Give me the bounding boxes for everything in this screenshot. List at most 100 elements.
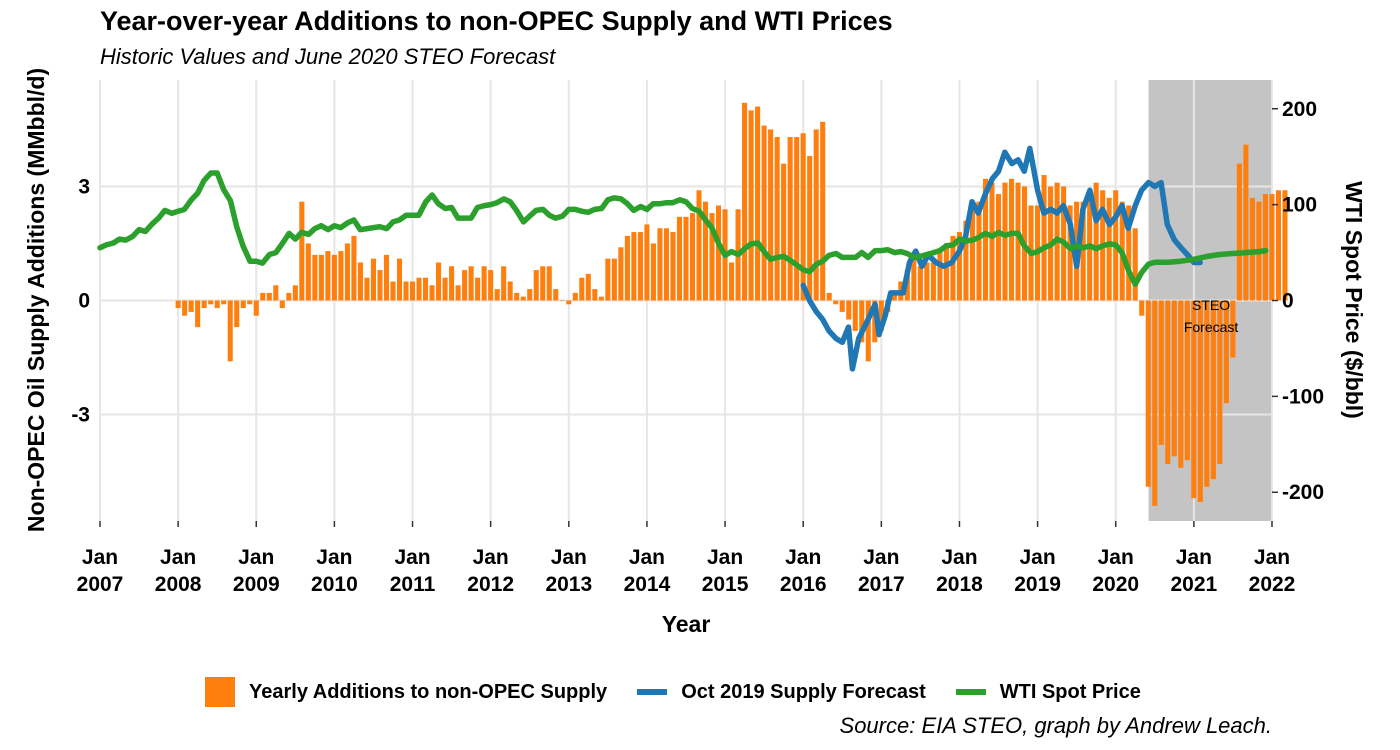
bar-supply-addition	[781, 163, 787, 301]
bar-supply-addition	[820, 121, 826, 301]
bar-supply-addition	[279, 300, 285, 309]
x-tick-label-year: 2010	[311, 573, 358, 596]
bar-supply-addition	[592, 289, 598, 301]
line-wti-price	[97, 170, 1269, 287]
bar-supply-addition	[429, 285, 435, 301]
bar-supply-addition	[826, 292, 832, 301]
bar-supply-addition	[253, 300, 259, 316]
bar-supply-addition	[377, 270, 383, 301]
forecast-label: STEO	[1192, 297, 1230, 313]
bar-supply-addition	[488, 270, 494, 301]
bar-supply-addition	[266, 292, 272, 301]
bar-supply-addition	[742, 102, 748, 301]
bar-supply-addition	[292, 285, 298, 301]
bar-supply-addition	[1015, 182, 1021, 301]
bar-supply-addition	[1080, 201, 1086, 301]
bar-supply-addition	[800, 133, 806, 301]
bar-supply-addition	[709, 213, 715, 301]
x-tick-label-month: Jan	[863, 546, 899, 569]
y-left-tick-label: 3	[78, 175, 90, 198]
bar-supply-addition	[195, 300, 201, 328]
bar-supply-addition	[286, 292, 292, 301]
bar-supply-addition	[702, 201, 709, 301]
x-tick-label-month: Jan	[1098, 546, 1134, 569]
bar-supply-addition	[208, 300, 214, 305]
bar-supply-addition	[663, 228, 669, 301]
x-tick-label-month: Jan	[394, 546, 430, 569]
bar-supply-addition	[527, 289, 533, 301]
bar-supply-addition	[1275, 190, 1281, 301]
bar-supply-addition	[423, 277, 429, 301]
bar-supply-addition	[188, 300, 194, 312]
bar-supply-addition	[833, 300, 839, 305]
bar-supply-addition	[1236, 163, 1242, 301]
bar-supply-addition	[852, 300, 858, 331]
bar-supply-addition	[572, 292, 578, 301]
x-tick-label-year: 2013	[545, 573, 592, 596]
bar-supply-addition	[755, 106, 761, 301]
bar-supply-addition	[331, 254, 337, 301]
x-tick-label-year: 2021	[1171, 573, 1218, 596]
bar-supply-addition	[442, 277, 448, 301]
line-supply-forecast	[800, 145, 1203, 372]
bar-supply-addition	[761, 125, 767, 301]
bar-supply-addition	[768, 129, 774, 301]
bar-supply-addition	[1008, 178, 1015, 301]
bar-supply-addition	[312, 254, 318, 301]
bar-supply-addition	[559, 300, 565, 301]
bar-supply-addition	[351, 235, 357, 301]
bar-supply-addition	[383, 254, 390, 301]
bar-supply-addition	[911, 258, 917, 301]
bar-supply-addition	[637, 232, 643, 301]
bar-supply-addition	[364, 277, 370, 301]
bar-supply-addition	[865, 300, 871, 362]
x-tick-label-year: 2017	[858, 573, 905, 596]
bar-supply-addition	[930, 262, 936, 301]
x-tick-label-month: Jan	[707, 546, 743, 569]
bar-supply-addition	[494, 289, 500, 301]
legend: Yearly Additions to non-OPEC Supply Oct …	[205, 676, 1141, 708]
bar-supply-addition	[598, 296, 604, 301]
bar-supply-addition	[715, 205, 722, 301]
x-tick-label-year: 2018	[936, 573, 983, 596]
bar-supply-addition	[1217, 300, 1223, 464]
bar-supply-addition	[924, 262, 930, 301]
bar-supply-addition	[1282, 190, 1288, 301]
bar-supply-addition	[1093, 182, 1099, 301]
legend-label: Oct 2019 Supply Forecast	[681, 680, 926, 703]
bar-supply-addition	[982, 178, 989, 301]
bar-supply-addition	[501, 266, 507, 301]
bar-supply-addition	[416, 277, 422, 301]
bar-supply-addition	[390, 281, 396, 301]
bar-supply-addition	[676, 216, 683, 301]
bar-supply-addition	[214, 300, 220, 309]
bar-supply-addition	[917, 266, 923, 301]
bar-supply-addition	[943, 243, 949, 301]
bar-supply-addition	[969, 209, 975, 301]
bar-supply-addition	[963, 220, 969, 301]
bar-supply-addition	[449, 266, 455, 301]
bar-supply-addition	[260, 292, 266, 301]
bar-supply-addition	[585, 273, 591, 301]
x-tick-label-year: 2015	[702, 573, 749, 596]
bar-supply-addition	[657, 228, 663, 301]
legend-key-line	[637, 689, 668, 695]
bar-supply-addition	[1165, 300, 1171, 464]
bar-supply-addition	[1145, 300, 1151, 487]
bar-supply-addition	[976, 201, 982, 301]
x-tick-label-month: Jan	[473, 546, 509, 569]
x-tick-label-month: Jan	[238, 546, 274, 569]
x-tick-label-month: Jan	[1254, 546, 1290, 569]
bar-supply-addition	[1204, 300, 1210, 487]
x-tick-label-year: 2016	[780, 573, 827, 596]
bar-supply-addition	[1249, 197, 1255, 301]
bar-supply-addition	[182, 300, 188, 316]
bar-supply-addition	[1158, 300, 1164, 445]
bar-supply-addition	[1230, 300, 1236, 358]
bar-supply-addition	[540, 266, 546, 301]
bar-supply-addition	[878, 300, 884, 331]
legend-item-wti-price: WTI Spot Price	[955, 681, 1141, 704]
bar-supply-addition	[357, 262, 363, 301]
bar-supply-addition	[683, 216, 689, 301]
